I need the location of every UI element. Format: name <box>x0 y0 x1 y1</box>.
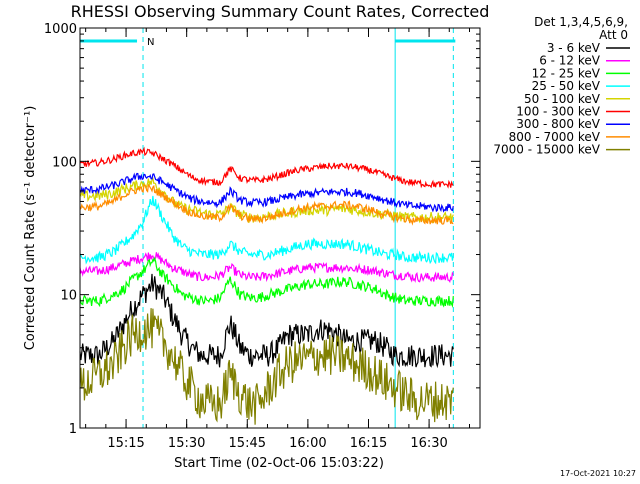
y-tick-label-1: 10 <box>60 289 77 304</box>
y-axis-label: Corrected Count Rate (s⁻¹ detector⁻¹) <box>23 106 38 351</box>
legend-header-line2: Att 0 <box>599 28 628 42</box>
series-line-4 <box>79 177 454 224</box>
series-line-3 <box>79 195 454 265</box>
legend-label-1: 6 - 12 keV <box>539 54 601 68</box>
footer-date: 17-Oct-2021 10:27 <box>560 469 636 478</box>
x-tick-label-2: 15:45 <box>229 436 266 451</box>
legend-label-4: 50 - 100 keV <box>524 92 601 106</box>
night-marker-label: N <box>147 37 154 48</box>
y-tick-label-0: 1 <box>69 422 77 437</box>
y-tick-label-2: 100 <box>52 155 77 170</box>
legend-label-2: 12 - 25 keV <box>532 66 601 80</box>
chart-title: RHESSI Observing Summary Count Rates, Co… <box>71 2 490 21</box>
series-line-8 <box>79 308 454 425</box>
plot-frame <box>79 27 481 429</box>
plot-layer: N 1 10 100 1000 15:15 15:30 15:45 16:00 16:15 16:3… <box>44 22 630 451</box>
legend-header-line1: Det 1,3,4,5,6,9, <box>534 15 628 29</box>
series-line-6 <box>79 172 454 213</box>
x-tick-label-5: 16:30 <box>410 436 447 451</box>
x-tick-label-4: 16:15 <box>350 436 387 451</box>
x-tick-label-1: 15:30 <box>168 436 205 451</box>
series-line-7 <box>79 183 454 226</box>
x-axis-label: Start Time (02-Oct-06 15:03:22) <box>174 456 384 471</box>
legend-label-7: 800 - 7000 keV <box>509 130 601 144</box>
series-line-1 <box>79 252 454 284</box>
legend-label-8: 7000 - 15000 keV <box>493 143 600 157</box>
series-line-0 <box>79 273 454 369</box>
legend-label-3: 25 - 50 keV <box>532 79 601 93</box>
x-tick-label-3: 16:00 <box>289 436 326 451</box>
y-tick-label-3: 1000 <box>44 22 77 37</box>
series-line-5 <box>79 146 454 189</box>
series-line-2 <box>79 256 454 309</box>
legend-label-5: 100 - 300 keV <box>516 105 600 119</box>
legend-label-0: 3 - 6 keV <box>547 41 601 55</box>
x-tick-label-0: 15:15 <box>107 436 144 451</box>
legend-label-6: 300 - 800 keV <box>516 117 600 131</box>
